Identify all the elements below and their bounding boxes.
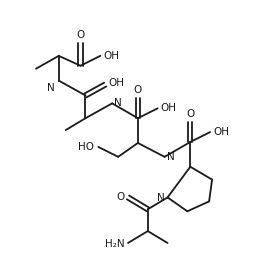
Text: OH: OH xyxy=(108,78,124,88)
Text: N: N xyxy=(157,193,165,203)
Text: O: O xyxy=(186,109,195,119)
Text: OH: OH xyxy=(213,127,229,137)
Text: N: N xyxy=(114,98,122,108)
Text: N: N xyxy=(167,152,174,162)
Text: H₂N: H₂N xyxy=(105,239,125,249)
Text: HO: HO xyxy=(78,142,94,152)
Text: N: N xyxy=(47,83,55,93)
Text: O: O xyxy=(76,30,85,40)
Text: OH: OH xyxy=(103,51,119,61)
Text: O: O xyxy=(134,85,142,95)
Text: OH: OH xyxy=(161,103,177,113)
Text: O: O xyxy=(117,192,125,202)
